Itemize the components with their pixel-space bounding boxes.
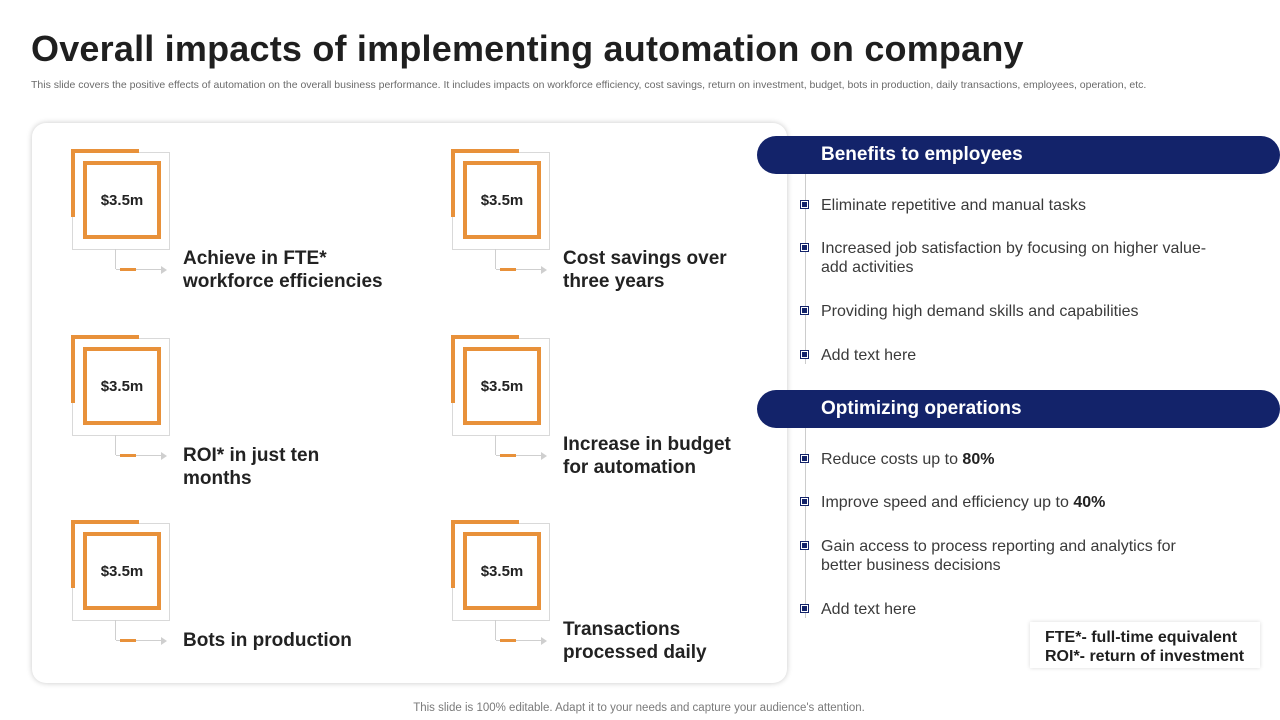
operations-heading: Optimizing operations [757,390,1280,428]
connector-line [496,455,544,456]
metric-label: Increase in budget for automation [563,433,773,479]
square-bullet-icon [800,350,809,359]
connector-line [495,249,496,269]
metrics-panel: $3.5m Achieve in FTE* workforce efficien… [32,123,787,683]
connector-line [115,435,116,455]
metric-label-line: Cost savings over [563,248,727,269]
metric-card-transactions: $3.5m Transactions processed daily [412,494,772,663]
frame-accent [451,149,519,153]
connector-line [496,640,544,641]
metric-card-bots: $3.5m Bots in production [32,494,392,654]
metric-label-line: Transactions [563,619,681,640]
legend-line: ROI*- return of investment [1045,648,1245,665]
legend-line: FTE*- full-time equivalent [1045,629,1238,646]
metric-card-cost-savings: $3.5m Cost savings over three years [412,123,772,292]
connector-accent [120,268,136,271]
frame-accent [451,335,455,403]
arrow-right-icon [161,266,167,274]
footer-note: This slide is 100% editable. Adapt it to… [413,702,865,714]
slide-subtitle: This slide covers the positive effects o… [31,79,1147,91]
frame-accent [71,520,139,524]
metric-label: Bots in production [183,629,393,652]
square-bullet-icon [800,454,809,463]
metric-label-line: workforce efficiencies [183,271,383,292]
connector-accent [500,454,516,457]
metric-card-fte: $3.5m Achieve in FTE* workforce efficien… [32,123,392,292]
slide-title: Overall impacts of implementing automati… [31,28,1024,69]
metric-label: Transactions processed daily [563,618,773,664]
square-bullet-icon [800,306,809,315]
square-bullet-icon [800,200,809,209]
metric-label-line: ROI* in just ten months [183,445,320,489]
metric-label-line: processed daily [563,642,707,663]
square-bullet-icon [800,243,809,252]
metric-card-budget: $3.5m Increase in budget for automation [412,309,772,478]
metric-value: $3.5m [463,161,541,239]
arrow-right-icon [541,637,547,645]
square-bullet-icon [800,497,809,506]
connector-accent [120,454,136,457]
connector-line [495,620,496,640]
frame-accent [71,149,139,153]
connector-line [116,269,164,270]
connector-accent [500,639,516,642]
connector-line [495,435,496,455]
frame-accent [451,520,455,588]
abbreviation-legend: FTE*- full-time equivalent ROI*- return … [1030,622,1260,668]
square-bullet-icon [800,541,809,550]
frame-accent [71,149,75,217]
connector-accent [500,268,516,271]
frame-accent [71,520,75,588]
frame-accent [451,335,519,339]
metric-label-line: for automation [563,457,696,478]
metric-value: $3.5m [463,347,541,425]
arrow-right-icon [541,452,547,460]
metric-label: Achieve in FTE* workforce efficiencies [183,247,393,293]
square-bullet-icon [800,604,809,613]
frame-accent [451,520,519,524]
arrow-right-icon [161,637,167,645]
metric-label-line: Increase in budget [563,434,731,455]
metric-value: $3.5m [463,532,541,610]
connector-line [115,249,116,269]
arrow-right-icon [541,266,547,274]
metric-label-line: Achieve in FTE* [183,248,327,269]
benefits-heading: Benefits to employees [757,136,1280,174]
connector-line [116,455,164,456]
connector-line [116,640,164,641]
frame-accent [71,335,75,403]
connector-line [115,620,116,640]
timeline-line [805,174,806,364]
timeline-line [805,428,806,618]
connector-accent [120,639,136,642]
arrow-right-icon [161,452,167,460]
metric-label: Cost savings over three years [563,247,773,293]
metric-value: $3.5m [83,347,161,425]
frame-accent [71,335,139,339]
metric-label: ROI* in just ten months [183,444,393,490]
metric-card-roi: $3.5m ROI* in just ten months [32,309,392,489]
metric-label-line: three years [563,271,665,292]
metric-value: $3.5m [83,532,161,610]
connector-line [496,269,544,270]
metric-label-line: Bots in production [183,630,352,651]
frame-accent [451,149,455,217]
metric-value: $3.5m [83,161,161,239]
